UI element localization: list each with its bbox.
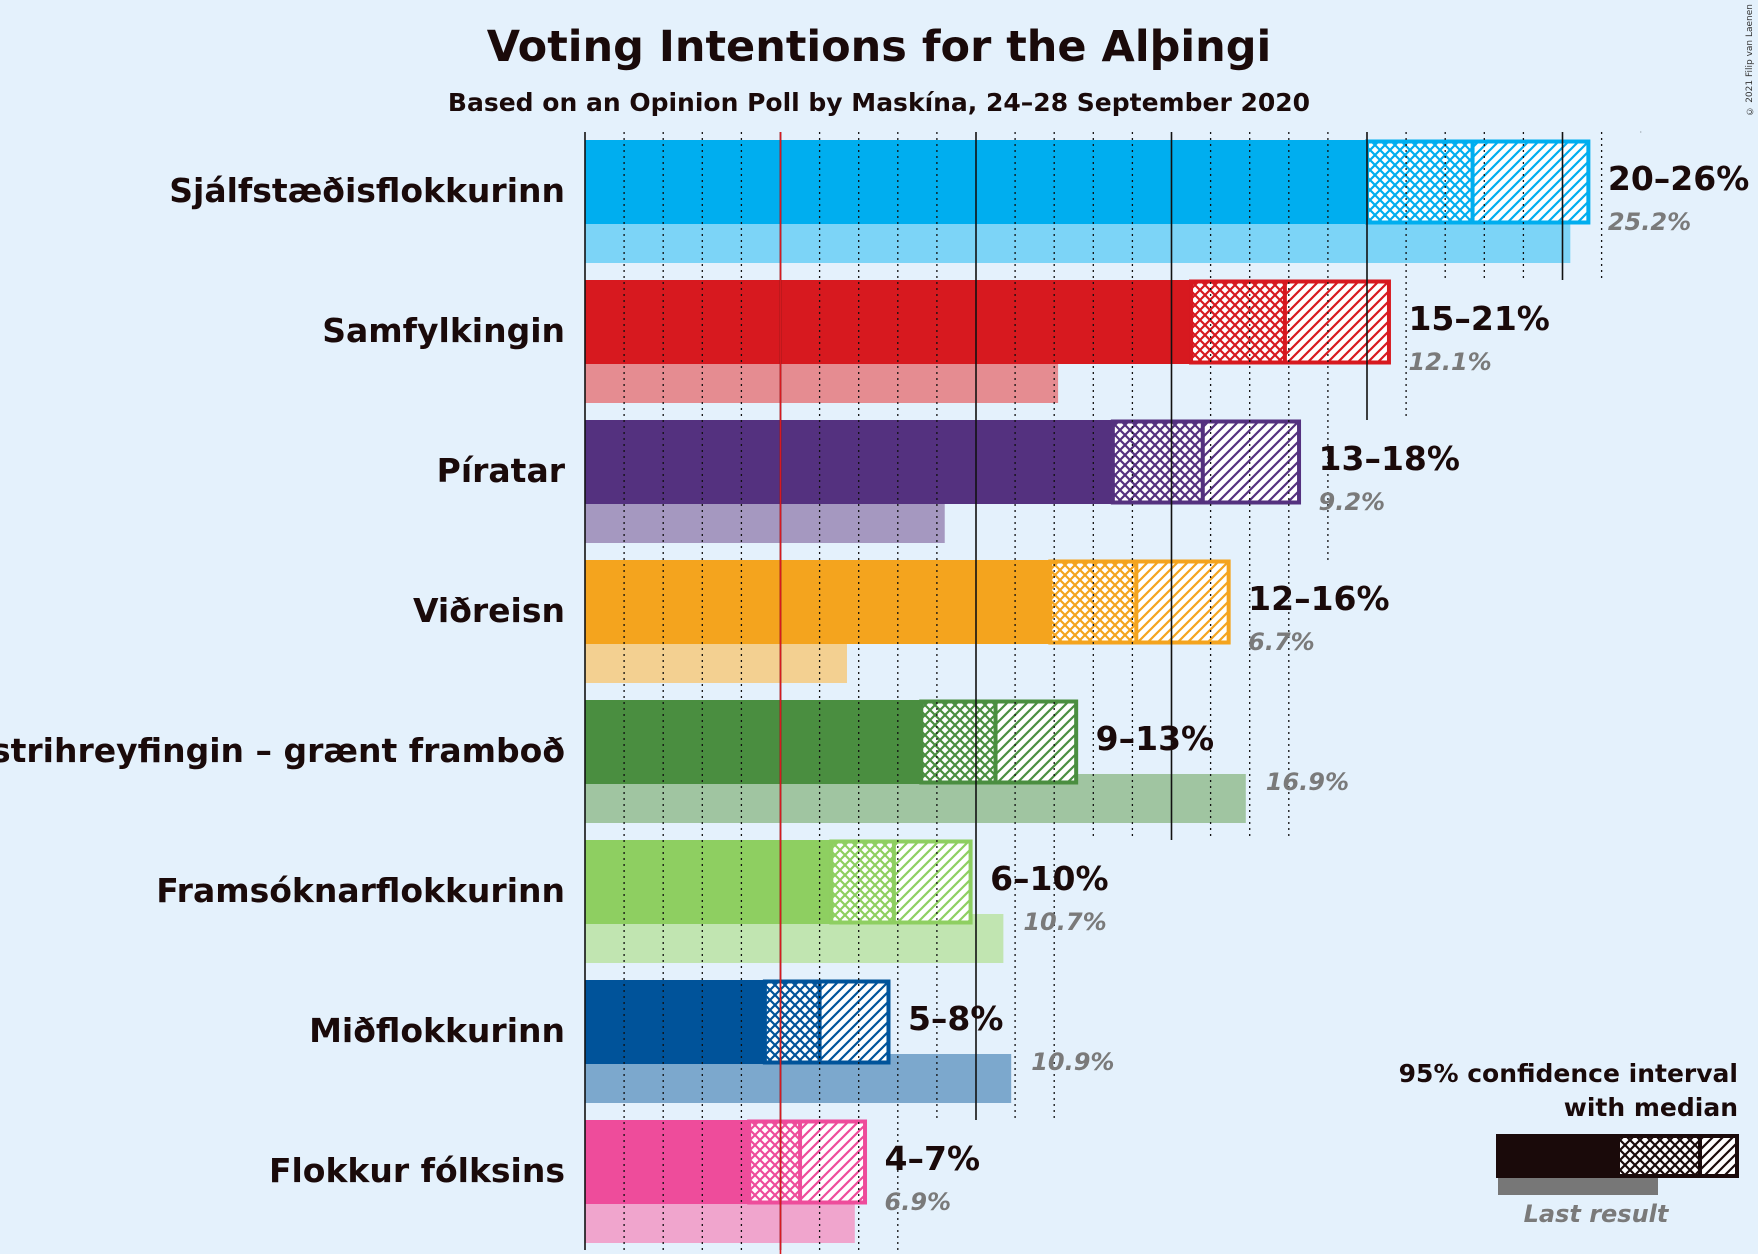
chart-title: Voting Intentions for the Alþingi	[486, 22, 1272, 72]
party-label: Vinstrihreyfingin – grænt framboð	[0, 731, 565, 770]
party-label: Miðflokkurinn	[309, 1011, 565, 1050]
last-result-label: 25.2%	[1608, 208, 1691, 236]
range-label: 5–8%	[908, 999, 1004, 1038]
solid-bar	[585, 1120, 750, 1204]
ci-lower-segment	[1367, 140, 1473, 224]
last-result-label: 16.9%	[1266, 768, 1349, 796]
range-label: 15–21%	[1408, 299, 1549, 338]
solid-bar	[585, 700, 922, 784]
ci-lower-segment	[921, 700, 996, 784]
range-label: 12–16%	[1248, 579, 1389, 618]
solid-bar	[585, 280, 1192, 364]
ci-lower-segment	[764, 980, 820, 1064]
last-result-label: 10.7%	[1023, 908, 1106, 936]
party-label: Píratar	[437, 451, 566, 490]
range-label: 13–18%	[1319, 439, 1460, 478]
ci-upper-segment	[800, 1120, 867, 1204]
ci-outline	[762, 979, 891, 1065]
party-label: Flokkur fólksins	[269, 1151, 565, 1190]
legend-cross-swatch	[1618, 1134, 1700, 1178]
last-result-label: 12.1%	[1408, 348, 1491, 376]
ci-outline	[747, 1119, 868, 1205]
last-result-label: 9.2%	[1319, 488, 1386, 516]
last-result-label: 6.9%	[885, 1188, 952, 1216]
last-result-label: 10.9%	[1031, 1048, 1114, 1076]
range-label: 6–10%	[990, 859, 1108, 898]
ci-upper-segment	[1202, 420, 1301, 504]
party-label: Viðreisn	[413, 591, 565, 630]
last-result-label: 6.7%	[1248, 628, 1315, 656]
party-label: Framsóknarflokkurinn	[156, 871, 565, 910]
solid-bar	[585, 840, 832, 924]
ci-outline	[1048, 559, 1231, 645]
ci-outline	[1189, 279, 1391, 365]
chart-subtitle: Based on an Opinion Poll by Maskína, 24–…	[447, 88, 1311, 117]
ci-lower-segment	[831, 840, 894, 924]
legend-solid-swatch	[1496, 1134, 1618, 1178]
ci-outline	[1110, 419, 1302, 505]
legend-ci-outline	[1616, 1134, 1739, 1178]
ci-lower-segment	[749, 1120, 801, 1204]
legend-title-line1: 95% confidence interval	[1399, 1059, 1738, 1088]
ci-lower-segment	[1191, 280, 1285, 364]
party-label: Samfylkingin	[322, 311, 565, 350]
legend-last-swatch	[1498, 1175, 1658, 1195]
ci-upper-segment	[819, 980, 890, 1064]
ci-outline	[829, 839, 973, 925]
ci-upper-segment	[1136, 560, 1231, 644]
solid-bar	[585, 980, 765, 1064]
solid-bar	[585, 420, 1113, 504]
legend-last-result-label: Last result	[1524, 1200, 1670, 1228]
ci-upper-segment	[893, 840, 973, 924]
ci-lower-segment	[1112, 420, 1203, 504]
ci-upper-segment	[1472, 140, 1590, 224]
range-label: 9–13%	[1096, 719, 1214, 758]
ci-upper-segment	[1284, 280, 1391, 364]
range-label: 4–7%	[885, 1139, 981, 1178]
legend-hatch-swatch	[1700, 1134, 1738, 1178]
legend-title-line2: with median	[1564, 1093, 1738, 1122]
legend: 95% confidence interval with median Last r…	[1399, 1059, 1739, 1228]
solid-bar	[585, 560, 1051, 644]
ci-outline	[919, 699, 1079, 785]
party-label: Sjálfstæðisflokkurinn	[169, 171, 565, 210]
ci-upper-segment	[995, 700, 1078, 784]
range-label: 20–26%	[1608, 159, 1749, 198]
